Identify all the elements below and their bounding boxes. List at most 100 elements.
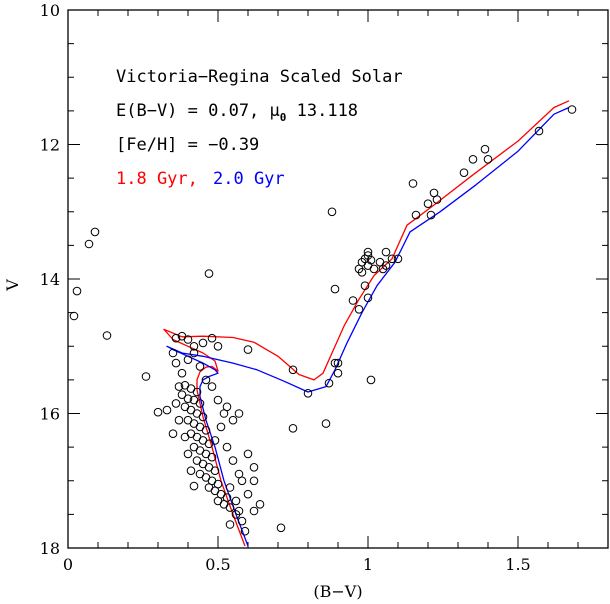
star-point [216, 422, 226, 432]
plot-frame [67, 9, 609, 549]
star-point [288, 424, 298, 433]
star-point [381, 247, 391, 257]
star-point [366, 375, 376, 385]
star-point [177, 368, 187, 378]
y-tick-label: 18 [40, 539, 60, 558]
star-point [204, 269, 214, 278]
star-point [363, 293, 373, 303]
isochrone-lines [163, 100, 570, 547]
legend-entry-2-0-gyr: 2.0 Gyr [213, 169, 285, 189]
star-point [207, 382, 217, 391]
star-point [234, 506, 244, 516]
star-point [480, 144, 490, 154]
star-point [243, 345, 253, 354]
star-point [153, 407, 163, 417]
star-point [234, 409, 244, 418]
star-point [249, 463, 259, 472]
star-point [213, 342, 223, 351]
star-point [174, 382, 184, 391]
x-tick-label: 0.5 [205, 555, 230, 574]
star-point [426, 210, 436, 220]
star-point [249, 506, 259, 516]
star-point [222, 442, 232, 452]
isochrone-1 [166, 106, 570, 547]
star-point [333, 358, 343, 368]
star-point [225, 483, 235, 492]
star-point [69, 311, 79, 321]
star-point [288, 365, 298, 375]
star-point [381, 261, 391, 270]
star-point [192, 387, 202, 397]
star-point [243, 489, 253, 499]
star-points [69, 105, 577, 536]
star-point [180, 432, 190, 442]
x-tick-label: 1 [363, 555, 373, 574]
y-tick-label: 10 [40, 1, 60, 20]
star-point [354, 305, 364, 314]
star-point [363, 247, 373, 257]
star-point [168, 348, 178, 358]
star-point [171, 399, 181, 408]
annotation-reddening-sub: 0 [280, 111, 287, 124]
star-point [363, 251, 373, 260]
star-point [468, 155, 478, 164]
star-point [171, 333, 181, 343]
y-tick-label: 12 [40, 136, 60, 155]
star-point [360, 281, 370, 291]
y-axis-label: V [3, 279, 22, 292]
star-point [228, 415, 238, 425]
star-point [177, 390, 187, 400]
star-point [168, 429, 178, 439]
star-point [483, 155, 493, 164]
star-point [366, 255, 376, 265]
star-point [198, 338, 208, 348]
star-point [183, 355, 193, 365]
star-point [72, 286, 82, 296]
annotation-model: Victoria−Regina Scaled Solar [116, 67, 403, 87]
star-point [84, 239, 94, 249]
star-point [237, 516, 247, 526]
annotation-metallicity: [Fe/H] = −0.39 [116, 135, 259, 155]
star-point [210, 436, 220, 445]
star-point [348, 296, 358, 305]
star-point [201, 375, 211, 385]
star-point [333, 368, 343, 378]
axis-tick-labels: 0 0.5 1 1.5 10 12 14 16 18 [40, 1, 531, 574]
star-point [225, 520, 235, 529]
star-point [210, 466, 220, 476]
star-point [231, 496, 241, 506]
star-point [90, 227, 100, 237]
star-point [183, 335, 193, 344]
star-point [423, 199, 433, 208]
star-point [198, 412, 208, 422]
star-point [186, 466, 196, 476]
star-point [303, 389, 313, 398]
star-point [102, 331, 112, 340]
star-point [228, 456, 238, 465]
star-point [321, 419, 331, 428]
star-point [327, 207, 337, 217]
star-point [207, 333, 217, 343]
star-point [387, 254, 397, 264]
star-point [243, 449, 253, 459]
annotation-reddening-main: E(B−V) = 0.07, μ [116, 101, 280, 121]
star-point [330, 358, 340, 368]
star-point [276, 523, 286, 533]
annotation-reddening-tail: 13.118 [286, 101, 358, 121]
star-point [141, 372, 151, 381]
star-point [240, 526, 250, 536]
star-point [357, 268, 367, 277]
star-point [174, 415, 184, 425]
star-point [222, 402, 232, 412]
star-point [213, 395, 223, 405]
star-point [237, 476, 247, 486]
star-point [411, 210, 421, 220]
star-point [183, 449, 193, 459]
x-axis-label: (B−V) [313, 582, 362, 601]
star-point [183, 394, 193, 404]
star-point [459, 168, 469, 177]
star-point [225, 503, 235, 512]
star-point [567, 105, 577, 114]
x-tick-label: 0 [63, 555, 73, 574]
